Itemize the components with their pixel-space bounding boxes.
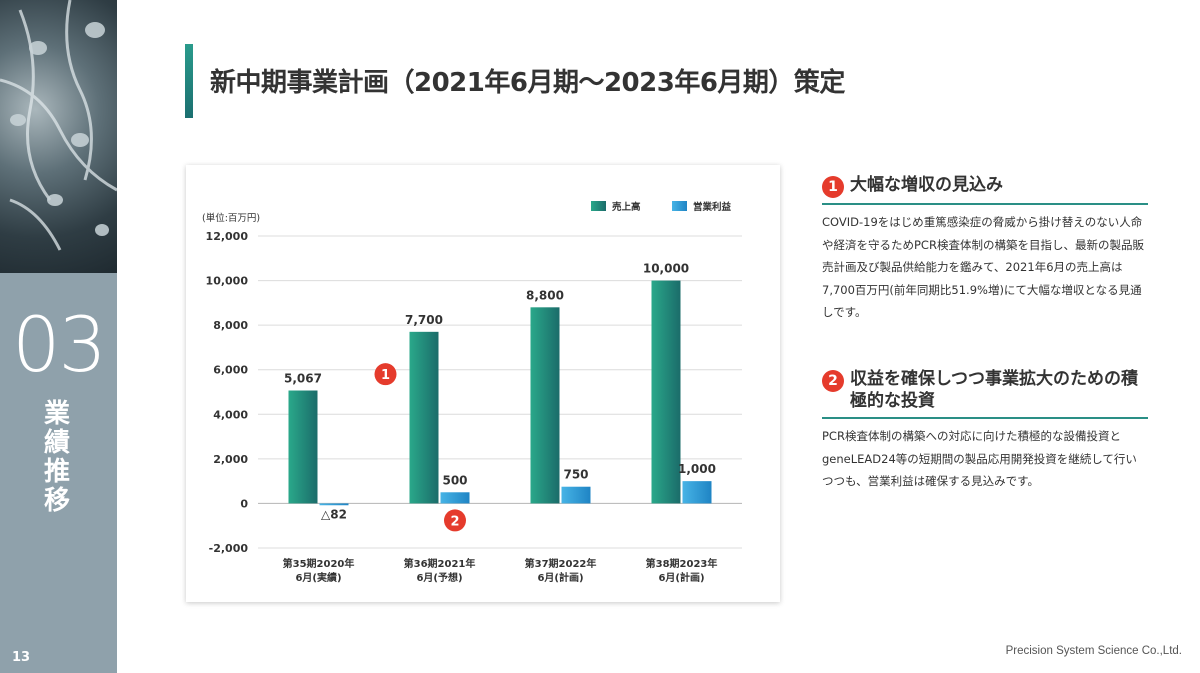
sidebar: 03 業績推移 13 <box>0 0 117 673</box>
data-label: 500 <box>442 473 467 487</box>
number-badge: 2 <box>822 370 844 392</box>
legend-swatch <box>591 201 606 211</box>
data-label: △82 <box>321 507 347 521</box>
section-title: 業績推移 <box>43 399 70 516</box>
operating-profit-bar <box>440 492 470 504</box>
data-label: 10,000 <box>643 262 689 276</box>
bar-chart: (単位:百万円) 12,000 10,000 8,000 6,000 4,000 2,000… <box>202 201 742 584</box>
point-1-header: 1 大幅な増収の見込み <box>822 174 1148 198</box>
page-title: 新中期事業計画（2021年6月期～2023年6月期）策定 <box>210 68 845 98</box>
sales-bar <box>409 331 439 504</box>
legend-swatch <box>672 201 687 211</box>
point-1-body: COVID-19をはじめ重篤感染症の脅威から掛け替えのない人命や経済を守るためP… <box>822 215 1144 319</box>
point-1-title: 大幅な増収の見込み <box>850 175 1003 195</box>
annotation-badge <box>444 509 466 532</box>
x-tick-label: 6月(計画) <box>537 571 583 584</box>
operating-profit-bar <box>319 503 349 506</box>
point-2-rule <box>822 417 1148 419</box>
x-tick-label: 第36期2021年 <box>404 557 476 570</box>
x-tick-label: 第35期2020年 <box>283 557 355 570</box>
data-label: 750 <box>563 468 588 482</box>
operating-profit-bar <box>682 481 712 504</box>
point-1-rule <box>822 203 1148 205</box>
y-tick-label: 2,000 <box>213 453 248 466</box>
number-badge: 1 <box>822 176 844 198</box>
y-tick-label: -2,000 <box>209 542 249 555</box>
x-tick-label: 6月(計画) <box>658 571 704 584</box>
data-label: 5,067 <box>284 372 322 386</box>
point-1: 1 大幅な増収の見込み COVID-19をはじめ重篤感染症の脅威から掛け替えのな… <box>822 174 1148 324</box>
annotation-number: 2 <box>450 514 459 529</box>
legend-label: 営業利益 <box>693 201 732 213</box>
title-accent-bar <box>185 44 193 118</box>
sales-bar <box>288 390 318 504</box>
page-number: 13 <box>12 650 31 665</box>
y-tick-label: 6,000 <box>213 364 248 377</box>
annotation-number: 1 <box>381 368 390 383</box>
unit-label: (単位:百万円) <box>202 212 260 224</box>
point-2-header: 2 収益を確保しつつ事業拡大のための積極的な投資 <box>822 368 1148 412</box>
virus-illustration <box>0 0 117 251</box>
y-tick-label: 12,000 <box>206 230 249 243</box>
x-tick-label: 6月(予想) <box>416 571 462 584</box>
point-2: 2 収益を確保しつつ事業拡大のための積極的な投資 PCR検査体制の構築への対応に… <box>822 368 1148 493</box>
data-label: 7,700 <box>405 313 443 327</box>
sales-bar <box>651 280 681 504</box>
y-tick-label: 8,000 <box>213 319 248 332</box>
sales-bar <box>530 307 560 504</box>
x-tick-label: 第37期2022年 <box>525 557 597 570</box>
data-label: 1,000 <box>678 462 716 476</box>
point-2-body: PCR検査体制の構築への対応に向けた積極的な設備投資とgeneLEAD24等の短… <box>822 429 1137 488</box>
section-number: 03 <box>12 300 107 389</box>
x-tick-label: 第38期2023年 <box>646 557 718 570</box>
y-tick-label: 4,000 <box>213 408 248 421</box>
data-label: 8,800 <box>526 288 564 302</box>
virus-image <box>0 0 117 273</box>
chart-card: (単位:百万円) 12,000 10,000 8,000 6,000 4,000 2,000… <box>186 165 780 602</box>
operating-profit-bar <box>561 486 591 504</box>
y-tick-label: 0 <box>240 497 248 510</box>
y-tick-label: 10,000 <box>206 275 249 288</box>
annotation-badge <box>374 363 397 386</box>
legend-label: 売上高 <box>612 201 641 213</box>
x-tick-label: 6月(実績) <box>295 571 341 584</box>
point-2-title: 収益を確保しつつ事業拡大のための積極的な投資 <box>850 369 1138 411</box>
company-footer: Precision System Science Co.,Ltd. <box>1005 645 1182 657</box>
